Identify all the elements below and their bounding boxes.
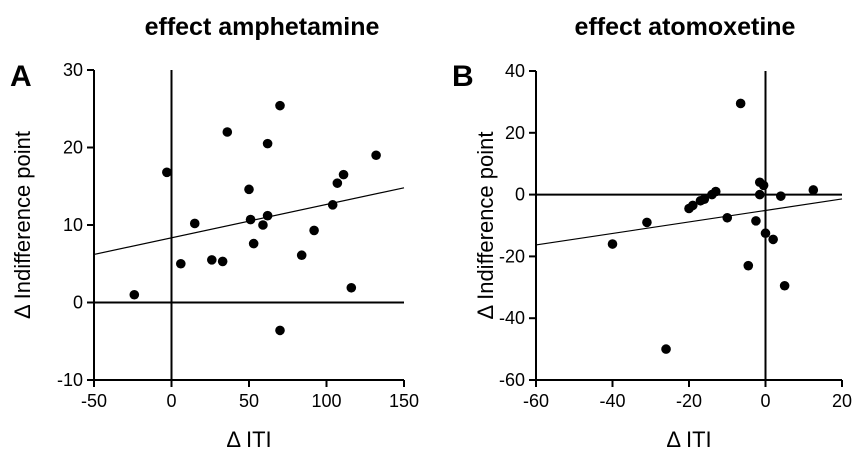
x-tick-label: -60 bbox=[523, 391, 549, 411]
y-tick-label: 10 bbox=[63, 215, 83, 235]
data-point bbox=[743, 260, 754, 271]
panel-b-atomoxetine: effect atomoxetine B -60 -40 -20 0 20 40 -60 -40 -… bbox=[452, 13, 852, 452]
data-point bbox=[722, 212, 733, 223]
data-point bbox=[327, 200, 338, 210]
data-point bbox=[262, 210, 273, 221]
data-point bbox=[275, 325, 285, 336]
data-point bbox=[176, 258, 186, 269]
y-tick-label: -40 bbox=[499, 308, 525, 328]
data-point bbox=[262, 138, 273, 149]
x-tick-label: 20 bbox=[832, 391, 852, 411]
x-tick-label: -50 bbox=[81, 391, 107, 411]
data-point bbox=[776, 191, 786, 201]
x-axis-label: Δ ITI bbox=[666, 427, 711, 452]
data-point bbox=[735, 98, 746, 109]
data-point bbox=[346, 282, 357, 293]
data-point bbox=[189, 218, 200, 229]
panel-letter: A bbox=[10, 60, 32, 93]
panel-a-amphetamine: effect amphetamine A -10 0 10 20 30 -50 0 50 100 15… bbox=[10, 13, 419, 452]
data-point bbox=[309, 225, 319, 236]
y-tick-label: -60 bbox=[499, 370, 525, 390]
chart-title: effect atomoxetine bbox=[575, 13, 796, 41]
x-axis-label: Δ ITI bbox=[226, 427, 271, 452]
x-tick-label: 150 bbox=[389, 391, 419, 411]
x-tick-label: 100 bbox=[311, 391, 341, 411]
data-point bbox=[332, 178, 343, 188]
data-point bbox=[779, 280, 790, 291]
chart-title: effect amphetamine bbox=[145, 13, 380, 41]
data-point bbox=[162, 167, 172, 178]
regression-line bbox=[535, 198, 843, 246]
y-tick-label: 40 bbox=[505, 61, 525, 81]
y-axis-label: Δ Indifference point bbox=[10, 131, 35, 319]
data-point bbox=[129, 289, 140, 300]
y-tick-label: 0 bbox=[515, 185, 525, 205]
data-point bbox=[688, 200, 698, 211]
x-tick-label: -40 bbox=[599, 391, 625, 411]
data-point bbox=[710, 186, 721, 197]
y-tick-label: -20 bbox=[499, 246, 525, 266]
data-point bbox=[258, 220, 268, 230]
data-point bbox=[754, 189, 765, 200]
data-point bbox=[661, 344, 671, 354]
data-point bbox=[371, 150, 381, 161]
y-axis-label: Δ Indifference point bbox=[473, 132, 498, 320]
data-point bbox=[607, 239, 618, 249]
data-point bbox=[207, 255, 217, 265]
data-point bbox=[222, 127, 233, 137]
data-point bbox=[296, 250, 307, 261]
data-point bbox=[275, 100, 285, 111]
data-point bbox=[758, 180, 769, 191]
data-point bbox=[760, 228, 771, 239]
data-point bbox=[751, 216, 761, 226]
x-tick-label: 50 bbox=[239, 391, 259, 411]
data-point bbox=[642, 217, 652, 228]
data-point bbox=[808, 185, 819, 195]
x-tick-label: 0 bbox=[760, 391, 770, 411]
y-tick-label: 20 bbox=[505, 123, 525, 143]
data-point bbox=[699, 194, 710, 205]
y-tick-label: 0 bbox=[73, 293, 83, 313]
y-tick-label: 30 bbox=[63, 60, 83, 80]
x-tick-label: -20 bbox=[676, 391, 702, 411]
panel-letter: B bbox=[452, 60, 474, 93]
data-point bbox=[338, 169, 349, 180]
data-point bbox=[245, 214, 256, 225]
y-tick-label: 20 bbox=[63, 138, 83, 158]
data-point bbox=[248, 238, 259, 249]
x-tick-label: 0 bbox=[166, 391, 176, 411]
data-point bbox=[217, 256, 228, 267]
data-point bbox=[768, 234, 778, 245]
data-point bbox=[244, 184, 254, 195]
y-tick-label: -10 bbox=[57, 370, 83, 390]
